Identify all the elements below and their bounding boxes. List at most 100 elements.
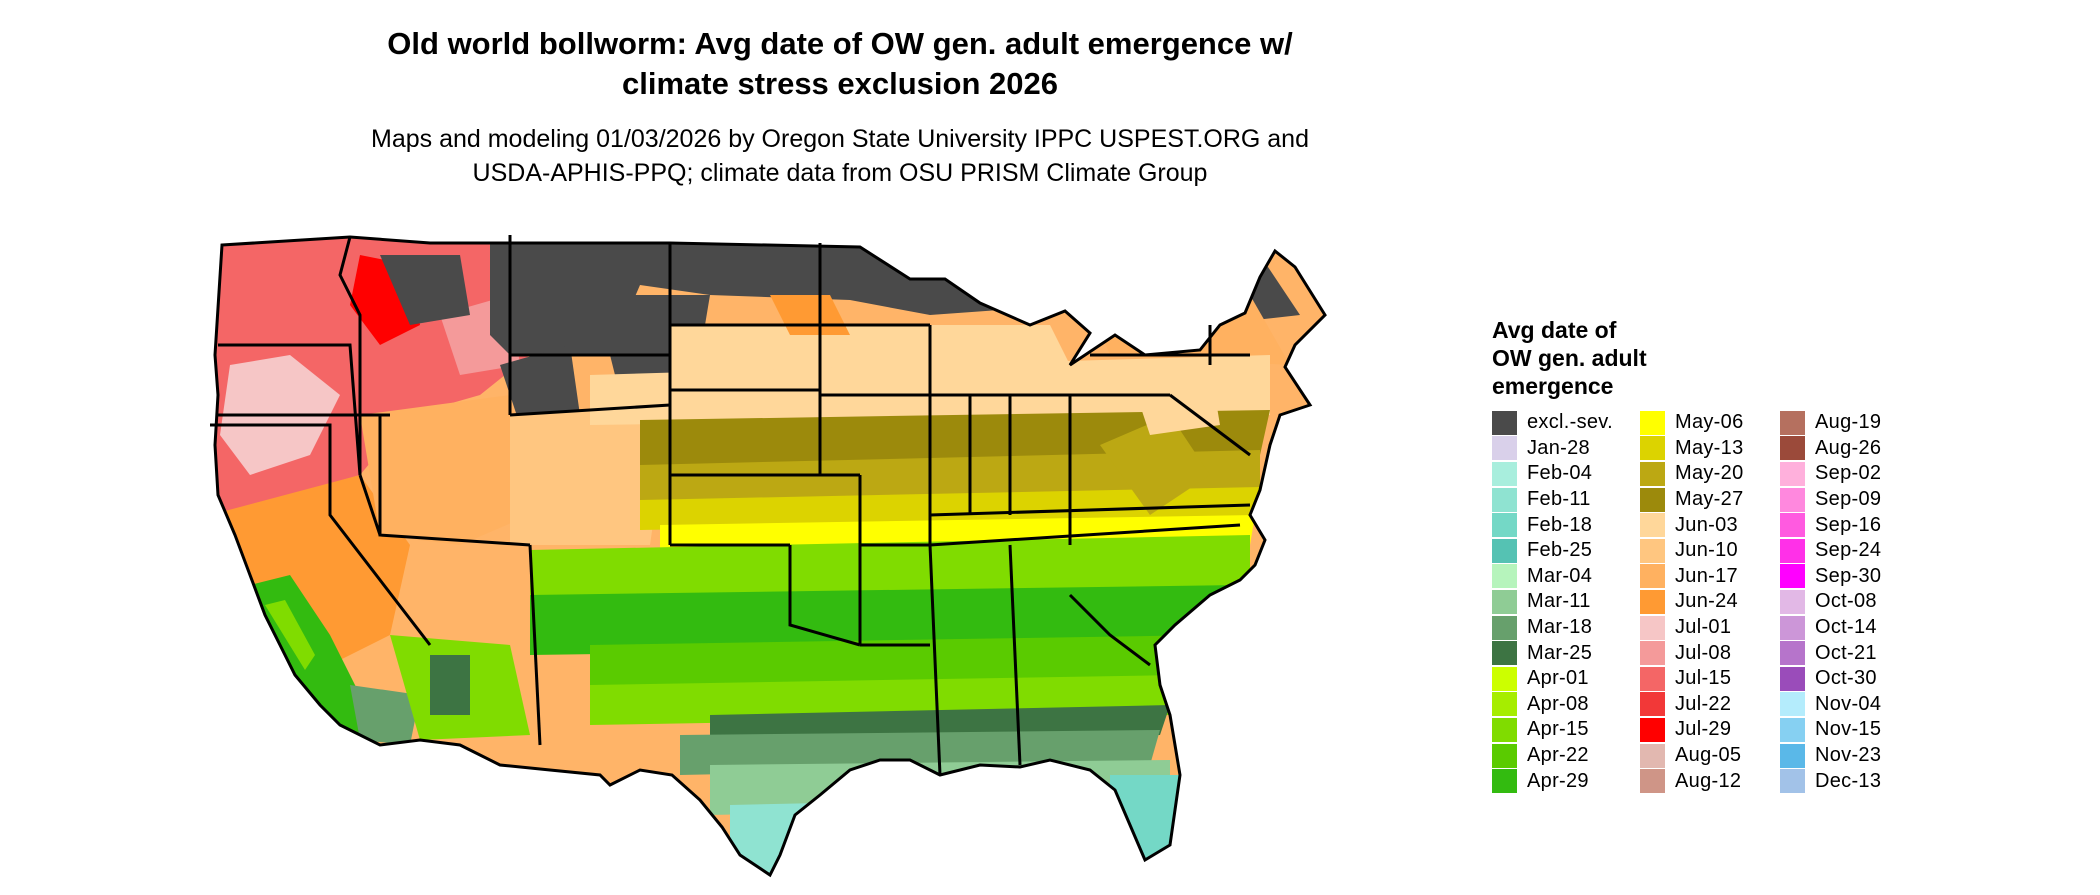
legend-item: Dec-13 (1780, 768, 1881, 794)
legend-label: Sep-30 (1815, 564, 1882, 587)
legend-item: Oct-14 (1780, 615, 1881, 641)
legend-swatch (1492, 743, 1517, 768)
legend-label: Apr-22 (1527, 744, 1589, 767)
legend-swatch (1492, 589, 1517, 614)
legend-item: Oct-08 (1780, 589, 1881, 615)
legend-item: Apr-15 (1492, 717, 1613, 743)
legend-item: Mar-11 (1492, 589, 1613, 615)
us-emergence-map (210, 235, 1327, 878)
legend-item: Aug-19 (1780, 410, 1881, 436)
legend-label: Feb-25 (1527, 539, 1593, 562)
legend-label: Sep-24 (1815, 539, 1882, 562)
legend-label: Mar-11 (1527, 590, 1591, 613)
legend-label: Apr-15 (1527, 718, 1589, 741)
legend-swatch (1780, 743, 1805, 768)
legend-item: Sep-16 (1780, 512, 1881, 538)
legend-item: Feb-25 (1492, 538, 1613, 564)
legend-item: Jun-17 (1640, 564, 1744, 590)
legend-item: Jul-15 (1640, 666, 1744, 692)
legend-item: Jul-08 (1640, 640, 1744, 666)
legend-label: May-27 (1675, 488, 1744, 511)
legend-swatch (1492, 461, 1517, 486)
legend-item: Apr-22 (1492, 743, 1613, 769)
legend-label: Nov-04 (1815, 692, 1882, 715)
legend-swatch (1640, 692, 1665, 717)
legend-item: May-06 (1640, 410, 1744, 436)
legend-swatch (1640, 538, 1665, 563)
legend-swatch (1492, 666, 1517, 691)
legend-swatch (1780, 615, 1805, 640)
legend-swatch (1492, 410, 1517, 435)
legend-item: Oct-21 (1780, 640, 1881, 666)
legend-item: Feb-11 (1492, 487, 1613, 513)
legend-swatch (1640, 436, 1665, 461)
legend-label: Feb-11 (1527, 488, 1591, 511)
legend-label: May-13 (1675, 436, 1744, 459)
legend-label: May-06 (1675, 411, 1744, 434)
legend-swatch (1492, 717, 1517, 742)
legend-label: Jun-03 (1675, 513, 1738, 536)
legend-label: Nov-23 (1815, 744, 1882, 767)
legend-label: Apr-29 (1527, 769, 1589, 792)
legend-swatch (1640, 589, 1665, 614)
legend-item: Aug-05 (1640, 743, 1744, 769)
legend-label: Mar-25 (1527, 641, 1593, 664)
legend-item: Jun-10 (1640, 538, 1744, 564)
legend-swatch (1492, 769, 1517, 794)
legend-swatch (1640, 461, 1665, 486)
legend-item: Jul-29 (1640, 717, 1744, 743)
legend-swatch (1780, 513, 1805, 538)
legend-label: Jul-29 (1675, 718, 1732, 741)
legend-label: Oct-08 (1815, 590, 1877, 613)
legend-label: Sep-09 (1815, 488, 1882, 511)
legend-swatch (1780, 641, 1805, 666)
legend-swatch (1780, 436, 1805, 461)
legend-label: Jan-28 (1527, 436, 1590, 459)
legend-item: Feb-18 (1492, 512, 1613, 538)
legend-item: Feb-04 (1492, 461, 1613, 487)
legend-swatch (1780, 589, 1805, 614)
legend-label: Dec-13 (1815, 769, 1882, 792)
legend-swatch (1780, 666, 1805, 691)
legend-item: Sep-09 (1780, 487, 1881, 513)
legend-swatch (1492, 538, 1517, 563)
legend-label: Jul-22 (1675, 692, 1732, 715)
legend-column-2: May-06 May-13 May-20 May-27 Jun-03 Jun-10 Jun-… (1640, 410, 1744, 794)
legend-label: Oct-21 (1815, 641, 1877, 664)
legend-item: May-13 (1640, 436, 1744, 462)
legend-swatch (1492, 564, 1517, 589)
legend-item: May-27 (1640, 487, 1744, 513)
legend-label: Jun-24 (1675, 590, 1738, 613)
legend-swatch (1780, 487, 1805, 512)
legend-item: Sep-30 (1780, 564, 1881, 590)
legend-item: Sep-02 (1780, 461, 1881, 487)
legend-swatch (1780, 461, 1805, 486)
legend-label: Sep-02 (1815, 462, 1882, 485)
legend-title: Avg date of OW gen. adult emergence (1492, 317, 1647, 399)
legend-swatch (1780, 564, 1805, 589)
legend-label: Apr-01 (1527, 667, 1589, 690)
legend-swatch (1492, 615, 1517, 640)
legend-swatch (1492, 513, 1517, 538)
legend-label: Oct-14 (1815, 616, 1877, 639)
legend-label: Apr-08 (1527, 692, 1589, 715)
legend-label: Feb-18 (1527, 513, 1593, 536)
legend-item: Aug-26 (1780, 436, 1881, 462)
legend-swatch (1492, 641, 1517, 666)
legend-item: Nov-23 (1780, 743, 1881, 769)
legend-swatch (1640, 769, 1665, 794)
legend-swatch (1780, 538, 1805, 563)
legend-swatch (1780, 769, 1805, 794)
legend-item: Jun-03 (1640, 512, 1744, 538)
legend-item: excl.-sev. (1492, 410, 1613, 436)
map-title: Old world bollworm: Avg date of OW gen. … (387, 26, 1293, 101)
legend-item: Nov-04 (1780, 692, 1881, 718)
legend-item: Jul-01 (1640, 615, 1744, 641)
legend-swatch (1640, 487, 1665, 512)
legend-item: Mar-25 (1492, 640, 1613, 666)
legend-swatch (1640, 666, 1665, 691)
legend-item: Apr-08 (1492, 692, 1613, 718)
legend-label: Mar-04 (1527, 564, 1593, 587)
legend-item: Aug-12 (1640, 768, 1744, 794)
legend-swatch (1640, 615, 1665, 640)
